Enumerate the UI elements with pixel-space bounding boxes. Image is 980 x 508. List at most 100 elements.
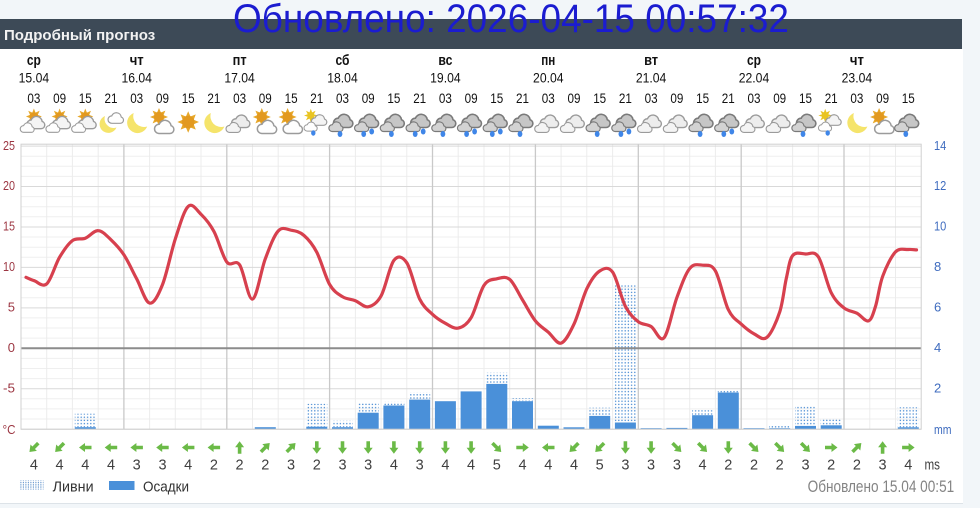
svg-text:0: 0: [8, 340, 15, 355]
svg-text:03: 03: [27, 91, 40, 106]
svg-text:09: 09: [876, 91, 889, 106]
svg-text:03: 03: [233, 91, 246, 106]
svg-text:ms: ms: [925, 458, 941, 474]
svg-text:21: 21: [207, 91, 220, 106]
svg-text:4: 4: [56, 458, 64, 474]
svg-text:3: 3: [287, 458, 295, 474]
svg-text:Осадки: Осадки: [143, 479, 189, 496]
svg-text:10: 10: [934, 219, 946, 234]
svg-text:15: 15: [799, 91, 812, 106]
svg-text:21: 21: [825, 91, 838, 106]
svg-text:4: 4: [107, 458, 115, 474]
svg-text:2: 2: [934, 380, 941, 395]
svg-text:3: 3: [338, 458, 346, 474]
svg-text:20.04: 20.04: [533, 71, 564, 86]
svg-text:чт: чт: [850, 52, 864, 69]
svg-text:3: 3: [879, 458, 887, 474]
svg-text:3: 3: [673, 458, 681, 474]
svg-text:пн: пн: [541, 52, 555, 69]
svg-text:16.04: 16.04: [121, 71, 152, 86]
svg-text:4: 4: [518, 458, 526, 474]
svg-text:03: 03: [130, 91, 143, 106]
svg-text:21: 21: [310, 91, 323, 106]
svg-text:вс: вс: [438, 52, 452, 69]
svg-text:17.04: 17.04: [224, 71, 255, 86]
svg-text:03: 03: [748, 91, 761, 106]
svg-text:4: 4: [544, 458, 552, 474]
svg-text:2: 2: [853, 458, 861, 474]
svg-text:15: 15: [387, 91, 400, 106]
svg-text:8: 8: [934, 259, 941, 274]
svg-text:4: 4: [904, 458, 912, 474]
svg-text:09: 09: [465, 91, 478, 106]
svg-text:2: 2: [236, 458, 244, 474]
svg-text:21.04: 21.04: [636, 71, 667, 86]
svg-text:2: 2: [724, 458, 732, 474]
svg-text:6: 6: [934, 300, 941, 315]
svg-text:2: 2: [210, 458, 218, 474]
svg-text:2: 2: [261, 458, 269, 474]
svg-text:09: 09: [773, 91, 786, 106]
svg-text:4: 4: [934, 340, 941, 355]
svg-text:3: 3: [621, 458, 629, 474]
svg-text:4: 4: [570, 458, 578, 474]
svg-text:ср: ср: [747, 52, 761, 69]
svg-text:5: 5: [493, 458, 501, 474]
svg-text:15.04: 15.04: [19, 71, 50, 86]
svg-text:21: 21: [413, 91, 426, 106]
svg-text:чт: чт: [130, 52, 144, 69]
svg-text:°C: °C: [3, 422, 16, 437]
svg-text:Ливни: Ливни: [53, 479, 94, 496]
svg-text:3: 3: [133, 458, 141, 474]
svg-text:09: 09: [568, 91, 581, 106]
svg-text:15: 15: [79, 91, 92, 106]
svg-text:ср: ср: [27, 52, 41, 69]
svg-text:15: 15: [3, 219, 15, 234]
svg-text:4: 4: [467, 458, 475, 474]
svg-text:4: 4: [81, 458, 89, 474]
svg-text:21: 21: [516, 91, 529, 106]
svg-text:09: 09: [259, 91, 272, 106]
svg-text:15: 15: [696, 91, 709, 106]
svg-text:09: 09: [362, 91, 375, 106]
svg-text:3: 3: [647, 458, 655, 474]
svg-text:10: 10: [3, 259, 15, 274]
svg-text:вт: вт: [644, 52, 658, 69]
svg-text:2: 2: [750, 458, 758, 474]
svg-text:3: 3: [158, 458, 166, 474]
svg-text:03: 03: [336, 91, 349, 106]
svg-text:3: 3: [364, 458, 372, 474]
svg-text:15: 15: [593, 91, 606, 106]
svg-text:23.04: 23.04: [842, 71, 873, 86]
svg-text:09: 09: [670, 91, 683, 106]
svg-text:03: 03: [645, 91, 658, 106]
svg-text:03: 03: [542, 91, 555, 106]
svg-text:4: 4: [699, 458, 707, 474]
svg-text:14: 14: [934, 138, 946, 153]
svg-text:2: 2: [776, 458, 784, 474]
svg-text:4: 4: [30, 458, 38, 474]
svg-text:5: 5: [596, 458, 604, 474]
svg-text:сб: сб: [336, 52, 350, 69]
svg-text:25: 25: [3, 138, 15, 153]
svg-text:4: 4: [390, 458, 398, 474]
svg-text:15: 15: [902, 91, 915, 106]
svg-text:03: 03: [439, 91, 452, 106]
svg-text:15: 15: [285, 91, 298, 106]
svg-text:3: 3: [801, 458, 809, 474]
svg-text:15: 15: [182, 91, 195, 106]
svg-text:3: 3: [416, 458, 424, 474]
svg-text:21: 21: [619, 91, 632, 106]
svg-text:21: 21: [105, 91, 118, 106]
svg-text:21: 21: [722, 91, 735, 106]
svg-text:22.04: 22.04: [739, 71, 770, 86]
svg-text:2: 2: [827, 458, 835, 474]
svg-text:20: 20: [3, 178, 15, 193]
svg-text:09: 09: [53, 91, 66, 106]
svg-text:4: 4: [441, 458, 449, 474]
svg-text:4: 4: [184, 458, 192, 474]
svg-text:пт: пт: [233, 52, 247, 69]
svg-text:19.04: 19.04: [430, 71, 461, 86]
svg-text:09: 09: [156, 91, 169, 106]
svg-text:2: 2: [313, 458, 321, 474]
